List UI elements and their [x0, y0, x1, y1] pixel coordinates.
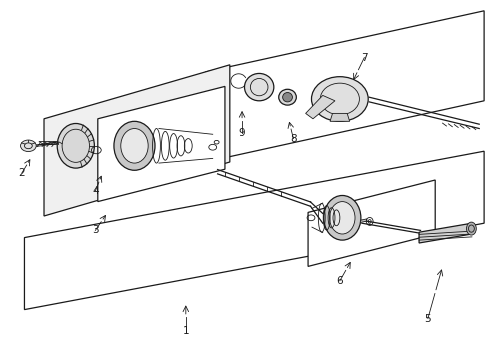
Ellipse shape	[121, 129, 148, 163]
Polygon shape	[418, 223, 471, 243]
Ellipse shape	[278, 89, 296, 105]
Ellipse shape	[311, 77, 367, 121]
Polygon shape	[329, 113, 349, 121]
Polygon shape	[98, 86, 224, 202]
Text: 9: 9	[238, 128, 245, 138]
Circle shape	[20, 140, 36, 152]
Text: 7: 7	[360, 53, 367, 63]
Polygon shape	[24, 151, 483, 310]
Text: 5: 5	[424, 314, 430, 324]
Text: 1: 1	[182, 326, 189, 336]
Ellipse shape	[282, 93, 292, 102]
Polygon shape	[360, 219, 366, 222]
Ellipse shape	[114, 121, 155, 170]
Text: 3: 3	[92, 225, 99, 235]
Text: 2: 2	[19, 168, 25, 178]
Polygon shape	[305, 95, 334, 119]
Polygon shape	[307, 180, 434, 266]
Ellipse shape	[244, 73, 273, 101]
Ellipse shape	[57, 123, 94, 168]
Ellipse shape	[329, 202, 354, 234]
Polygon shape	[44, 65, 229, 216]
Ellipse shape	[323, 195, 360, 240]
Text: 6: 6	[336, 276, 343, 286]
Polygon shape	[205, 11, 483, 162]
Text: 4: 4	[92, 186, 99, 196]
Text: 8: 8	[289, 134, 296, 144]
Ellipse shape	[466, 222, 475, 235]
